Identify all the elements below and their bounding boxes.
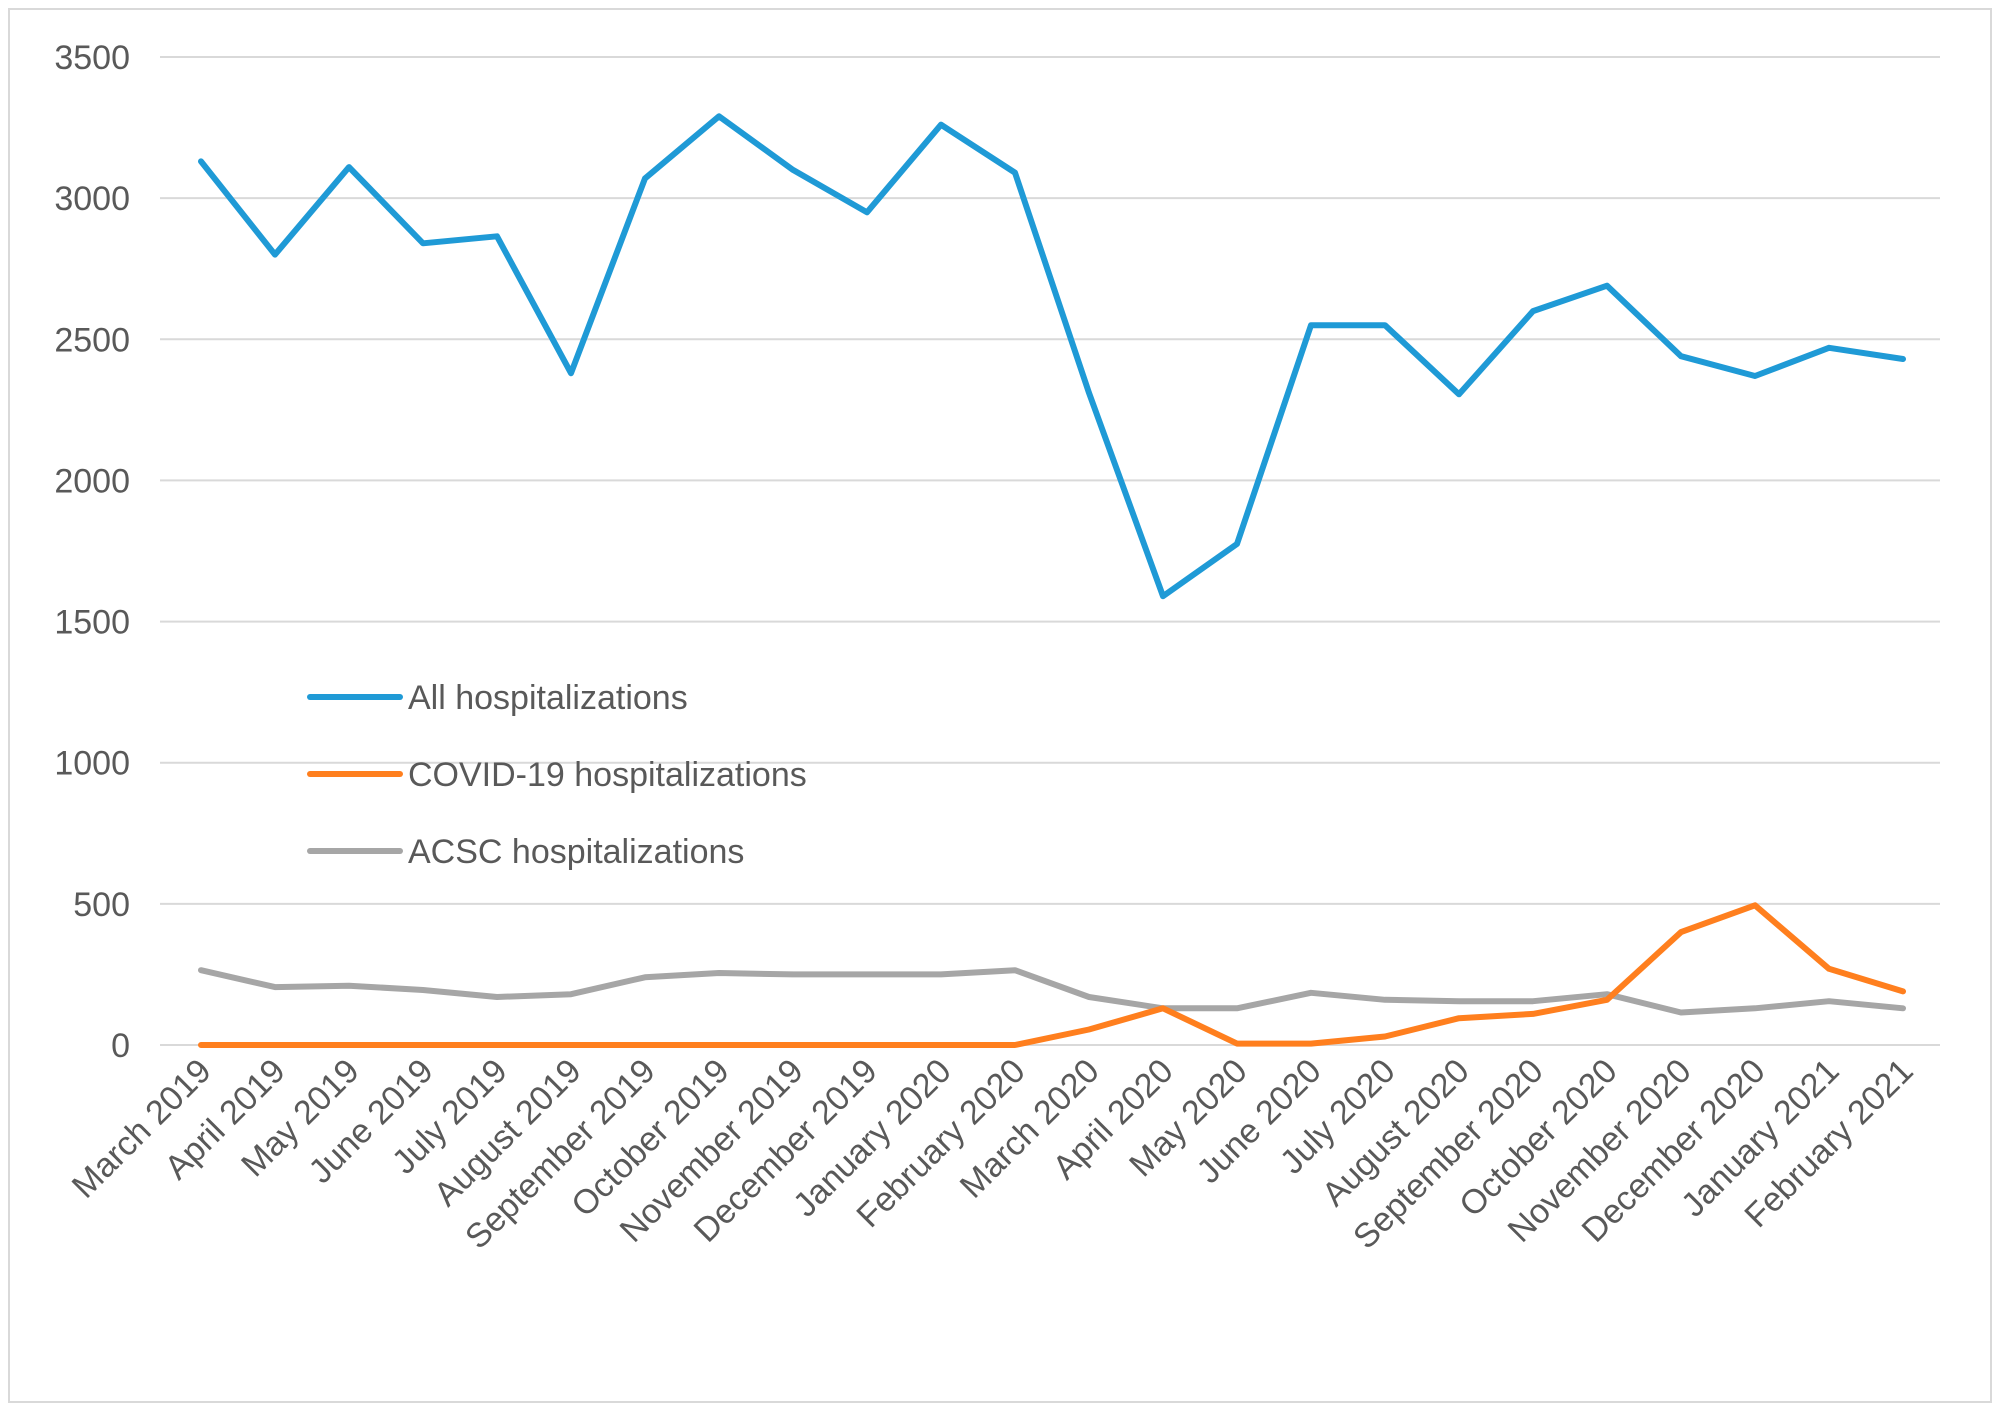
data-point-covid-19-hospitalizations <box>1012 1042 1018 1048</box>
data-point-all-hospitalizations <box>1752 373 1758 379</box>
data-point-all-hospitalizations <box>1012 170 1018 176</box>
series-line-covid-19-hospitalizations <box>198 902 1906 1048</box>
data-point-all-hospitalizations <box>272 252 278 258</box>
data-point-all-hospitalizations <box>1530 308 1536 314</box>
data-point-acsc-hospitalizations <box>198 967 204 973</box>
y-tick-label: 2000 <box>54 462 130 500</box>
data-point-acsc-hospitalizations <box>1012 967 1018 973</box>
y-tick-label: 2500 <box>54 321 130 359</box>
data-point-all-hospitalizations <box>1900 356 1906 362</box>
data-point-all-hospitalizations <box>1456 391 1462 397</box>
data-point-covid-19-hospitalizations <box>568 1042 574 1048</box>
data-point-all-hospitalizations <box>1308 322 1314 328</box>
data-point-all-hospitalizations <box>1382 322 1388 328</box>
y-axis-ticks: 0 500 1000 1500 2000 2500 3000 3500 <box>54 39 130 1065</box>
data-point-all-hospitalizations <box>1678 353 1684 359</box>
data-point-covid-19-hospitalizations <box>346 1042 352 1048</box>
data-point-all-hospitalizations <box>1086 390 1092 396</box>
data-point-all-hospitalizations <box>642 175 648 181</box>
data-point-acsc-hospitalizations <box>1826 998 1832 1004</box>
data-point-acsc-hospitalizations <box>346 983 352 989</box>
grid-layer <box>160 56 1940 1046</box>
legend-label-acsc: ACSC hospitalizations <box>408 833 744 871</box>
data-point-acsc-hospitalizations <box>1308 990 1314 996</box>
series-line-all-hospitalizations <box>198 113 1906 600</box>
data-point-covid-19-hospitalizations <box>864 1042 870 1048</box>
data-point-all-hospitalizations <box>790 167 796 173</box>
series-line-acsc-hospitalizations <box>198 967 1906 1016</box>
data-point-covid-19-hospitalizations <box>716 1042 722 1048</box>
data-point-acsc-hospitalizations <box>790 971 796 977</box>
data-point-covid-19-hospitalizations <box>1456 1015 1462 1021</box>
data-point-all-hospitalizations <box>198 158 204 164</box>
data-point-all-hospitalizations <box>346 164 352 170</box>
data-point-all-hospitalizations <box>716 113 722 119</box>
data-point-covid-19-hospitalizations <box>1826 966 1832 972</box>
chart-frame <box>8 8 1992 1403</box>
data-point-acsc-hospitalizations <box>642 974 648 980</box>
data-point-acsc-hospitalizations <box>568 991 574 997</box>
legend: All hospitalizations COVID-19 hospitaliz… <box>307 679 807 871</box>
data-point-acsc-hospitalizations <box>1234 1005 1240 1011</box>
data-point-acsc-hospitalizations <box>1752 1005 1758 1011</box>
y-tick-label: 1000 <box>54 745 130 783</box>
data-point-covid-19-hospitalizations <box>420 1042 426 1048</box>
y-tick-label: 0 <box>111 1027 130 1065</box>
data-point-all-hospitalizations <box>938 122 944 128</box>
data-point-covid-19-hospitalizations <box>494 1042 500 1048</box>
data-point-all-hospitalizations <box>494 233 500 239</box>
data-point-covid-19-hospitalizations <box>1604 997 1610 1003</box>
data-point-covid-19-hospitalizations <box>1678 929 1684 935</box>
data-point-acsc-hospitalizations <box>1678 1010 1684 1016</box>
data-point-acsc-hospitalizations <box>1530 998 1536 1004</box>
data-point-covid-19-hospitalizations <box>1160 1005 1166 1011</box>
data-point-acsc-hospitalizations <box>938 971 944 977</box>
data-point-acsc-hospitalizations <box>1382 997 1388 1003</box>
data-point-covid-19-hospitalizations <box>1308 1041 1314 1047</box>
data-point-acsc-hospitalizations <box>1456 998 1462 1004</box>
data-point-covid-19-hospitalizations <box>272 1042 278 1048</box>
data-point-covid-19-hospitalizations <box>938 1042 944 1048</box>
data-point-all-hospitalizations <box>1826 345 1832 351</box>
data-point-all-hospitalizations <box>864 209 870 215</box>
data-point-acsc-hospitalizations <box>420 987 426 993</box>
data-point-all-hospitalizations <box>1604 283 1610 289</box>
data-point-covid-19-hospitalizations <box>1382 1034 1388 1040</box>
data-point-covid-19-hospitalizations <box>642 1042 648 1048</box>
series-layer <box>198 113 1906 1048</box>
data-point-covid-19-hospitalizations <box>790 1042 796 1048</box>
data-point-acsc-hospitalizations <box>272 984 278 990</box>
data-point-all-hospitalizations <box>420 240 426 246</box>
y-tick-label: 3000 <box>54 180 130 218</box>
data-point-covid-19-hospitalizations <box>1752 902 1758 908</box>
y-tick-label: 500 <box>73 886 130 924</box>
data-point-acsc-hospitalizations <box>716 970 722 976</box>
y-tick-label: 3500 <box>54 39 130 77</box>
data-point-covid-19-hospitalizations <box>1086 1026 1092 1032</box>
data-point-covid-19-hospitalizations <box>1900 988 1906 994</box>
data-point-acsc-hospitalizations <box>1086 994 1092 1000</box>
data-point-covid-19-hospitalizations <box>1530 1011 1536 1017</box>
data-point-covid-19-hospitalizations <box>198 1042 204 1048</box>
data-point-covid-19-hospitalizations <box>1234 1041 1240 1047</box>
data-point-all-hospitalizations <box>1234 541 1240 547</box>
y-tick-label: 1500 <box>54 604 130 642</box>
data-point-all-hospitalizations <box>1160 593 1166 599</box>
data-point-acsc-hospitalizations <box>864 971 870 977</box>
legend-label-covid: COVID-19 hospitalizations <box>408 756 807 794</box>
legend-label-all: All hospitalizations <box>408 679 688 717</box>
data-point-acsc-hospitalizations <box>494 994 500 1000</box>
data-point-all-hospitalizations <box>568 370 574 376</box>
data-point-acsc-hospitalizations <box>1900 1005 1906 1011</box>
